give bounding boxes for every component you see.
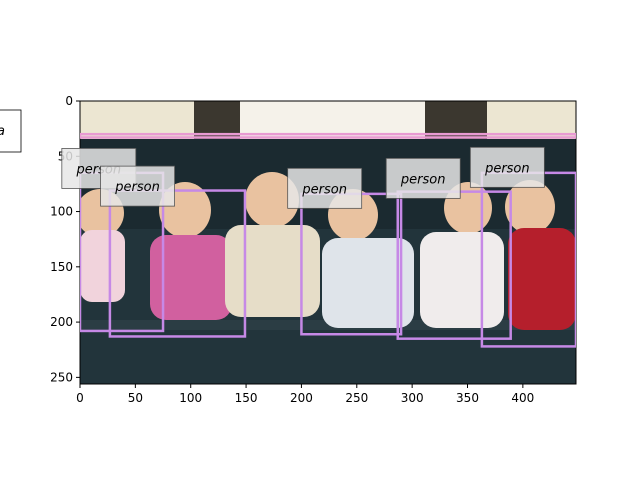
detection-label-box [100, 165, 175, 207]
detection-label-text: person [301, 182, 347, 197]
detection-label-text: person [484, 161, 530, 176]
detection-label-6: person [469, 146, 545, 188]
x-tick-label: 350 [456, 391, 479, 405]
detection-label-box [287, 167, 363, 209]
y-tick-label: 100 [50, 205, 73, 219]
baby-3 [225, 172, 320, 317]
x-tick-label: 300 [401, 391, 424, 405]
x-axis: 0 50 100 150 200 250 300 350 400 [76, 384, 534, 405]
y-tick-label: 0 [65, 94, 73, 108]
baby-6 [505, 180, 576, 330]
x-tick-label: 400 [511, 391, 534, 405]
photo [80, 101, 576, 384]
x-tick-label: 100 [179, 391, 202, 405]
detection-label-box [385, 157, 461, 199]
legend-box [0, 109, 22, 153]
detection-label-text: person [114, 180, 160, 195]
x-tick-label: 200 [290, 391, 313, 405]
legend-text: a [0, 124, 5, 139]
x-tick-label: 0 [76, 391, 84, 405]
legend-fragment: a [0, 109, 22, 153]
detection-box-3 [108, 189, 247, 338]
detection-label-5: person [385, 157, 461, 199]
y-tick-label: 200 [50, 315, 73, 329]
detection-label-box [469, 146, 545, 188]
y-tick-label: 250 [50, 370, 73, 384]
detection-box-1 [80, 132, 576, 139]
baby-2 [150, 182, 232, 320]
x-tick-label: 50 [128, 391, 143, 405]
y-tick-label: 150 [50, 260, 73, 274]
detection-label-4: person [287, 167, 363, 209]
detection-label-text: person [400, 172, 446, 187]
window [240, 101, 425, 139]
sofa-highlight [80, 320, 576, 330]
x-tick-label: 150 [235, 391, 258, 405]
detection-label-3: person [100, 165, 175, 207]
x-tick-label: 250 [345, 391, 368, 405]
